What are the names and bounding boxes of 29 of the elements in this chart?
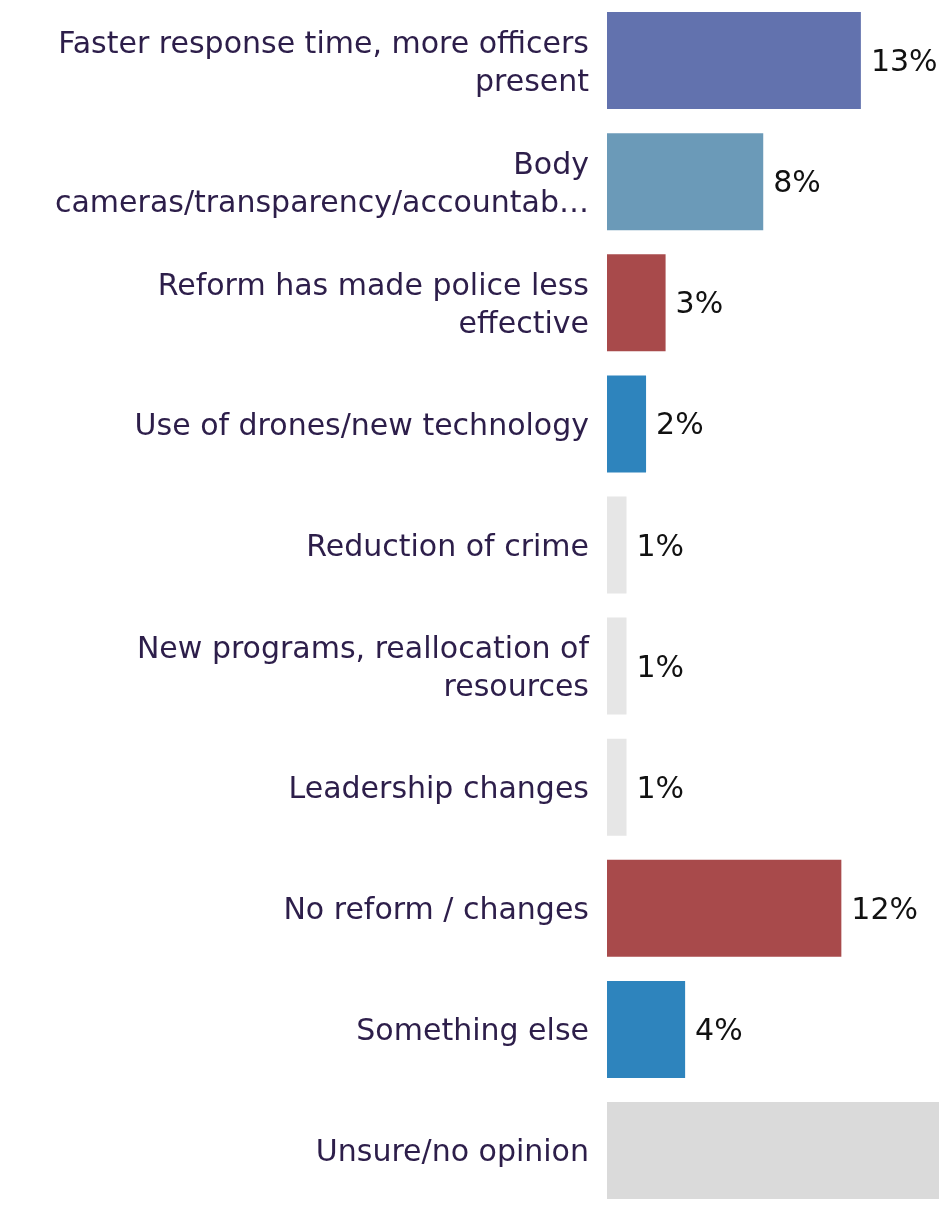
- bar: [607, 859, 842, 957]
- bar: [607, 133, 764, 231]
- y-tick-label: New programs, reallocation of resources: [136, 629, 591, 703]
- y-tick-label: Unsure/no opinion: [315, 1132, 589, 1168]
- data-label: 13%: [870, 43, 938, 79]
- y-tick-label: Reform has made police less effective: [157, 266, 589, 340]
- y-tick-label: Use of drones/new technology: [134, 406, 589, 442]
- bar: [607, 980, 686, 1078]
- bar: [607, 738, 627, 836]
- y-tick-label: Faster response time, more officers present: [58, 24, 590, 98]
- data-label: 8%: [773, 164, 821, 200]
- bar: [607, 12, 861, 110]
- data-label: 4%: [695, 1011, 743, 1047]
- y-tick-label: Leadership changes: [288, 769, 589, 805]
- data-label: 12%: [851, 890, 919, 926]
- bar: [607, 1102, 939, 1200]
- data-label: 1%: [636, 769, 685, 805]
- data-label: 2%: [656, 406, 704, 442]
- bar: [607, 254, 666, 352]
- data-label: 1%: [636, 527, 685, 563]
- data-label: 1%: [636, 648, 685, 684]
- bar: [607, 375, 647, 473]
- bar: [607, 496, 627, 594]
- y-tick-label: Body cameras/transparency/accountab…: [54, 145, 589, 219]
- y-tick-label: No reform / changes: [283, 890, 589, 926]
- y-tick-label: Reduction of crime: [306, 527, 589, 563]
- bar: [607, 617, 627, 715]
- data-label: 3%: [675, 285, 724, 321]
- y-tick-label: Something else: [356, 1011, 589, 1047]
